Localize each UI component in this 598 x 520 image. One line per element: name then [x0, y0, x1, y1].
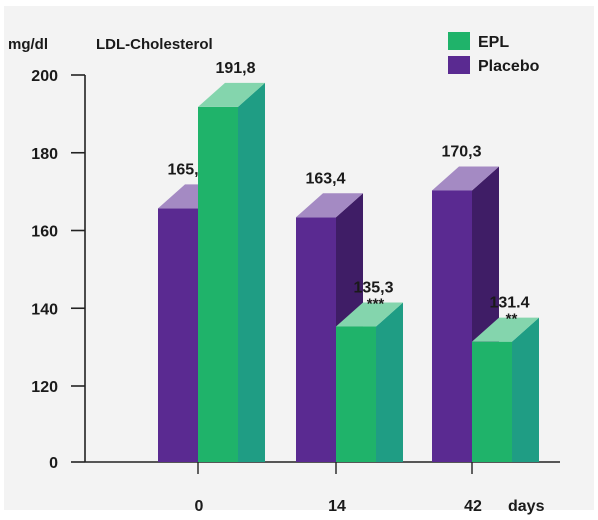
y-tick-label: 140	[31, 301, 58, 318]
bar-epl-42: 131.4**	[472, 295, 539, 462]
bar-top	[296, 193, 363, 218]
chart-title: LDL-Cholesterol	[96, 36, 213, 53]
x-axis-ticks: 0 14 42	[195, 462, 482, 515]
data-label: 170,3	[441, 143, 481, 160]
significance-marker: ***	[367, 296, 385, 313]
bar-top	[472, 317, 539, 342]
y-axis-unit: mg/dl	[8, 36, 48, 53]
data-label: 163,4	[305, 170, 345, 187]
legend-label: Placebo	[478, 58, 540, 75]
legend-swatch	[448, 32, 470, 50]
x-axis-label: days	[508, 498, 545, 515]
bar-front	[336, 326, 376, 462]
y-tick-label: 160	[31, 224, 58, 241]
y-tick-label: 200	[31, 68, 58, 85]
bar-top	[198, 82, 265, 107]
legend-swatch	[448, 56, 470, 74]
bar-front	[296, 217, 336, 462]
bar-front	[432, 190, 472, 463]
chart-legend: EPL Placebo	[448, 32, 540, 75]
bar-front	[198, 106, 238, 462]
bar-front	[472, 341, 512, 462]
bar-side	[376, 302, 403, 462]
bar-side	[238, 82, 265, 462]
x-tick-label: 0	[195, 498, 204, 515]
bar-epl-0: 191,8	[198, 60, 265, 462]
y-tick-label: 120	[31, 379, 58, 396]
bar-front	[158, 208, 198, 462]
bar-epl-14: 135,3***	[336, 280, 403, 462]
x-tick-label: 42	[464, 498, 482, 515]
y-tick-label: 180	[31, 146, 58, 163]
x-tick-label: 14	[328, 498, 346, 515]
bar-placebo-42: 170,3	[432, 143, 499, 463]
y-tick-label: 0	[49, 455, 58, 472]
bar-group: 165,7 191,8 163,4 135,3*** 170,3 131.4**	[158, 60, 539, 463]
bar-top	[336, 302, 403, 327]
bar-top	[432, 166, 499, 191]
data-label: 131.4	[489, 295, 529, 312]
data-label: 191,8	[215, 60, 255, 77]
significance-marker: **	[506, 311, 518, 328]
bar-side	[512, 317, 539, 462]
data-label: 135,3	[353, 280, 393, 297]
data-label: 165,7	[167, 161, 207, 178]
legend-label: EPL	[478, 34, 509, 51]
